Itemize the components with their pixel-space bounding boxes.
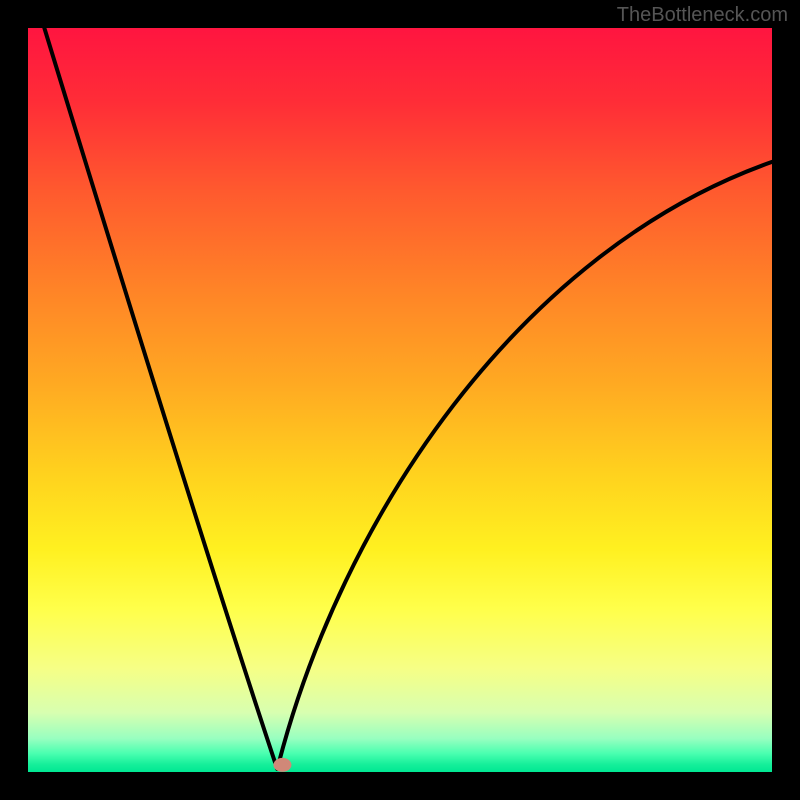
bottleneck-curve [28, 28, 772, 772]
watermark-text: TheBottleneck.com [617, 4, 788, 27]
plot-area [28, 28, 772, 772]
minimum-marker [273, 758, 291, 772]
